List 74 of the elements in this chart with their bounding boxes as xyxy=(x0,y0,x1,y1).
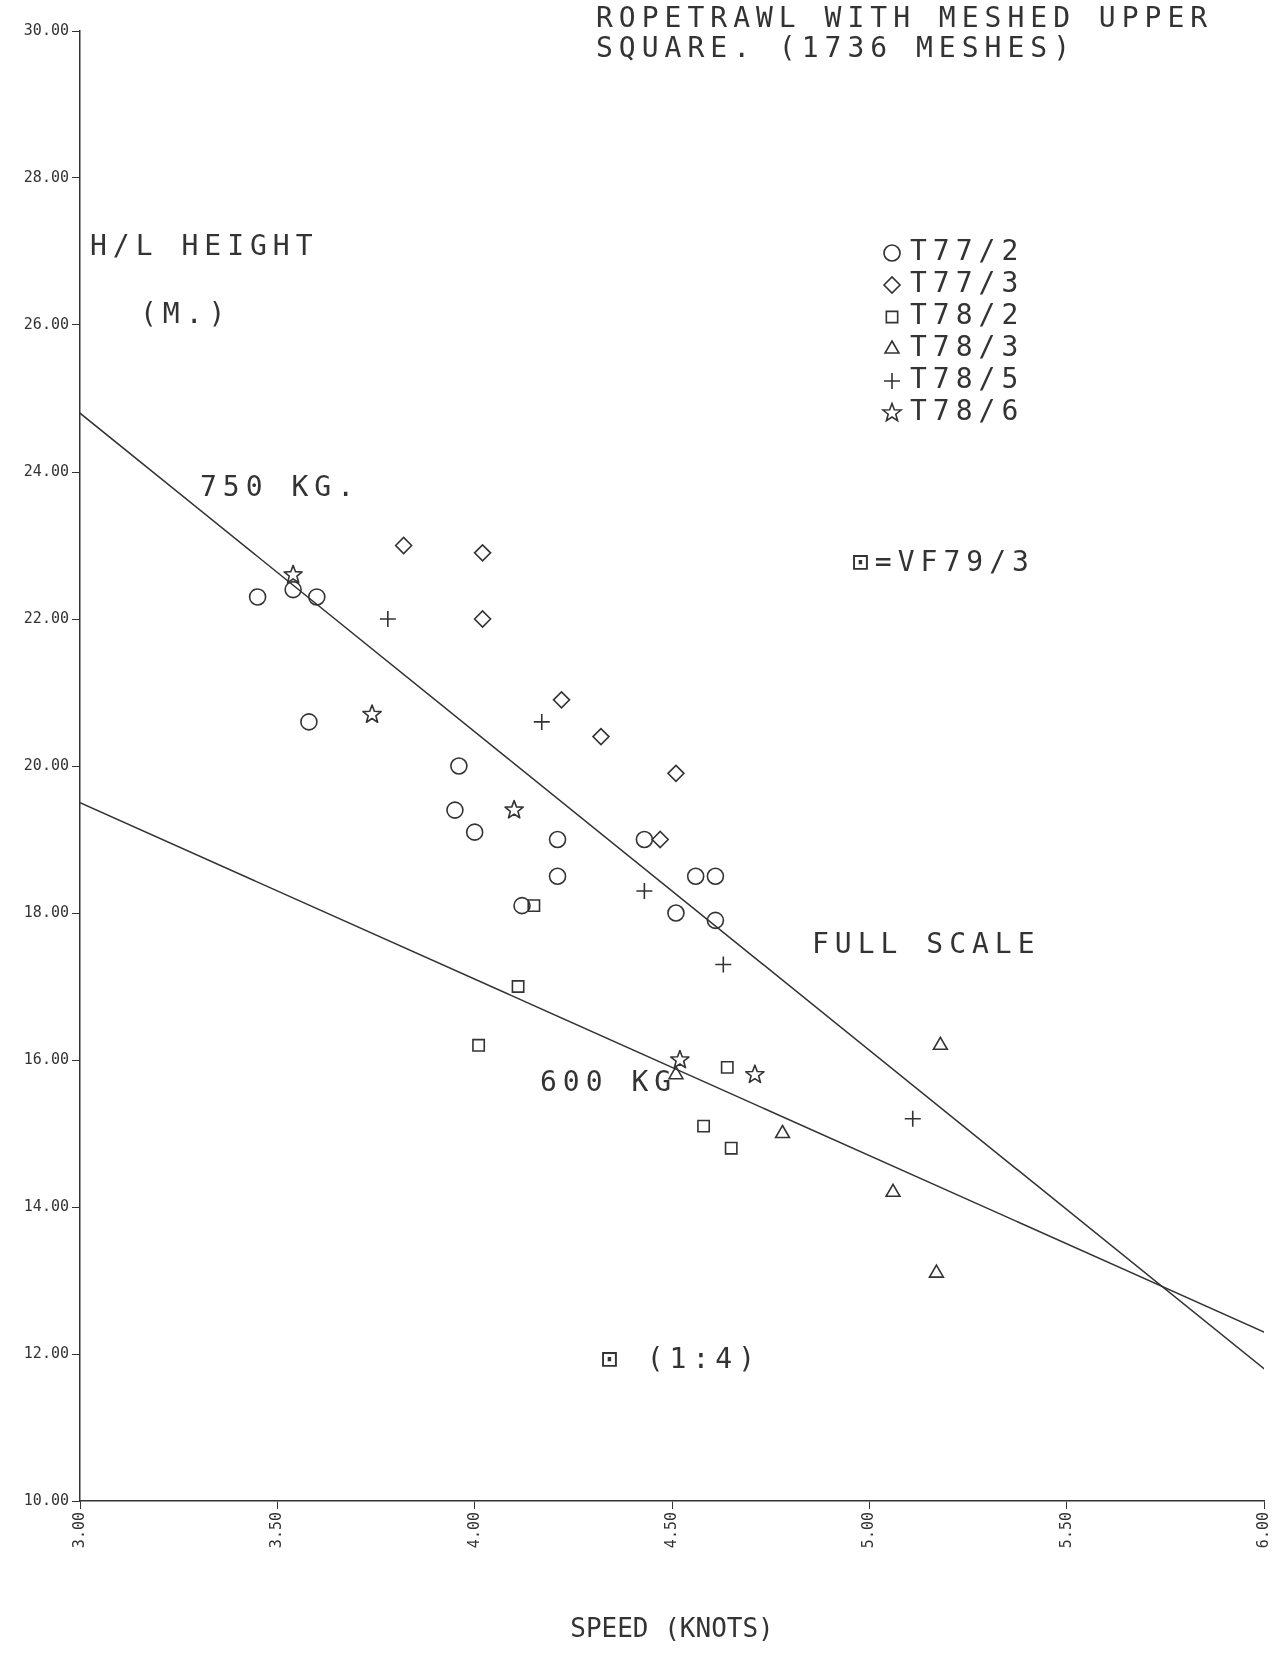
series-label: 750 KG. xyxy=(200,470,361,504)
point xyxy=(465,823,484,841)
legend-label: T78/6 xyxy=(910,394,1025,428)
y-tick-label: 12.00 xyxy=(23,1343,69,1362)
point xyxy=(450,757,468,775)
x-tick-label: 6.00 xyxy=(1253,1512,1272,1549)
point xyxy=(283,564,303,584)
point xyxy=(532,713,551,731)
x-tick-label: 3.00 xyxy=(69,1512,88,1549)
y-tick-label: 30.00 xyxy=(23,20,69,39)
point xyxy=(394,536,413,555)
point xyxy=(308,588,326,606)
point xyxy=(472,1038,486,1052)
point xyxy=(548,867,567,886)
y-tick-label: 18.00 xyxy=(23,902,69,921)
point xyxy=(774,1124,791,1139)
y-tick-label: 20.00 xyxy=(23,755,69,774)
point xyxy=(885,1183,901,1198)
x-tick-label: 5.00 xyxy=(859,1512,878,1549)
annotation: FULL SCALE xyxy=(812,927,1041,961)
series-label: 600 KG xyxy=(540,1065,678,1099)
y-tick-label: 14.00 xyxy=(23,1196,69,1215)
y-tick-label: 28.00 xyxy=(23,167,69,186)
legend-label: T78/5 xyxy=(910,362,1025,396)
point xyxy=(706,911,725,930)
y-tick-label: 26.00 xyxy=(23,314,69,333)
point xyxy=(686,867,705,886)
legend-label: T78/3 xyxy=(910,330,1025,364)
y-tick-label: 24.00 xyxy=(23,461,69,480)
legend-label: T77/3 xyxy=(910,266,1025,300)
point xyxy=(720,1060,734,1074)
point xyxy=(635,882,654,900)
x-tick-label: 3.50 xyxy=(267,1512,286,1549)
point xyxy=(697,1119,711,1133)
point xyxy=(446,801,464,819)
point xyxy=(473,610,492,628)
point xyxy=(928,1264,945,1278)
x-tick-label: 4.00 xyxy=(464,1512,483,1549)
point xyxy=(511,980,525,993)
point xyxy=(670,1049,690,1069)
point xyxy=(552,691,571,709)
x-tick-label: 4.50 xyxy=(661,1512,680,1549)
point xyxy=(724,1141,738,1155)
y-tick-label: 10.00 xyxy=(23,1490,69,1509)
point xyxy=(513,896,531,915)
annotation: ⊡ (1:4) xyxy=(601,1342,762,1376)
point xyxy=(592,727,610,746)
chart-title: ROPETRAWL WITH MESHED UPPER SQUARE. (1736 MESHES) xyxy=(596,1,1214,65)
point xyxy=(248,588,267,606)
point xyxy=(932,1036,949,1051)
annotation: ⊡=VF79/3 xyxy=(852,545,1035,579)
x-axis-title: SPEED (KNOTS) xyxy=(570,1613,774,1644)
legend-label: T77/2 xyxy=(910,234,1025,268)
point xyxy=(635,830,654,849)
point xyxy=(548,830,567,849)
point xyxy=(706,867,725,886)
point xyxy=(527,899,541,913)
point xyxy=(668,1065,684,1080)
point xyxy=(362,704,382,724)
point xyxy=(473,544,492,562)
x-tick-label: 5.50 xyxy=(1056,1512,1075,1549)
legend-label: T78/2 xyxy=(910,298,1025,332)
y-tick-label: 22.00 xyxy=(23,608,69,627)
point xyxy=(714,955,733,974)
point xyxy=(667,764,685,783)
text: H/L HEIGHT (M.) xyxy=(90,229,319,331)
point xyxy=(651,830,669,849)
point xyxy=(903,1110,922,1128)
y-tick-label: 16.00 xyxy=(23,1049,69,1068)
point xyxy=(504,799,524,819)
point xyxy=(745,1064,765,1084)
point xyxy=(667,904,685,922)
point xyxy=(284,580,302,599)
point xyxy=(300,713,318,731)
